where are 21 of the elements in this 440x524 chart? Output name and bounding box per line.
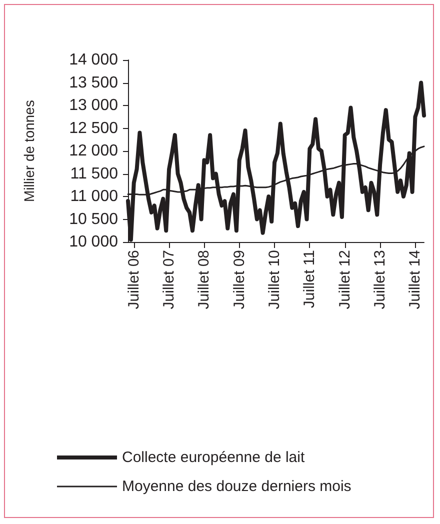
legend-label: Collecte européenne de lait: [122, 449, 306, 466]
x-tick-label: Juillet 13: [372, 250, 389, 310]
y-tick-label: 10 000: [69, 234, 118, 250]
y-tick-label: 10 500: [69, 210, 118, 228]
x-tick-label: Juillet 07: [160, 250, 178, 310]
y-tick-label: 13 500: [69, 74, 118, 92]
x-tick-label: Juillet 11: [301, 250, 318, 308]
legend-label: Moyenne des douze derniers mois: [122, 478, 352, 495]
x-tick-label: Juillet 10: [266, 250, 284, 310]
y-tick-label: 12 000: [69, 142, 118, 160]
x-tick-label: Juillet 14: [406, 250, 424, 310]
x-tick-label: Juillet 08: [196, 250, 213, 310]
x-tick-label: Juillet 09: [230, 250, 248, 310]
y-tick-label: 12 500: [69, 120, 118, 137]
y-axis-title: Millier de tonnes: [21, 100, 37, 202]
y-tick-label: 11 500: [70, 165, 118, 182]
y-tick-label: 13 000: [69, 97, 118, 114]
y-tick-label: 14 000: [69, 52, 118, 68]
x-tick-label: Juillet 06: [125, 250, 142, 310]
x-tick-label: Juillet 12: [336, 250, 354, 310]
y-tick-label: 11 000: [70, 188, 118, 205]
